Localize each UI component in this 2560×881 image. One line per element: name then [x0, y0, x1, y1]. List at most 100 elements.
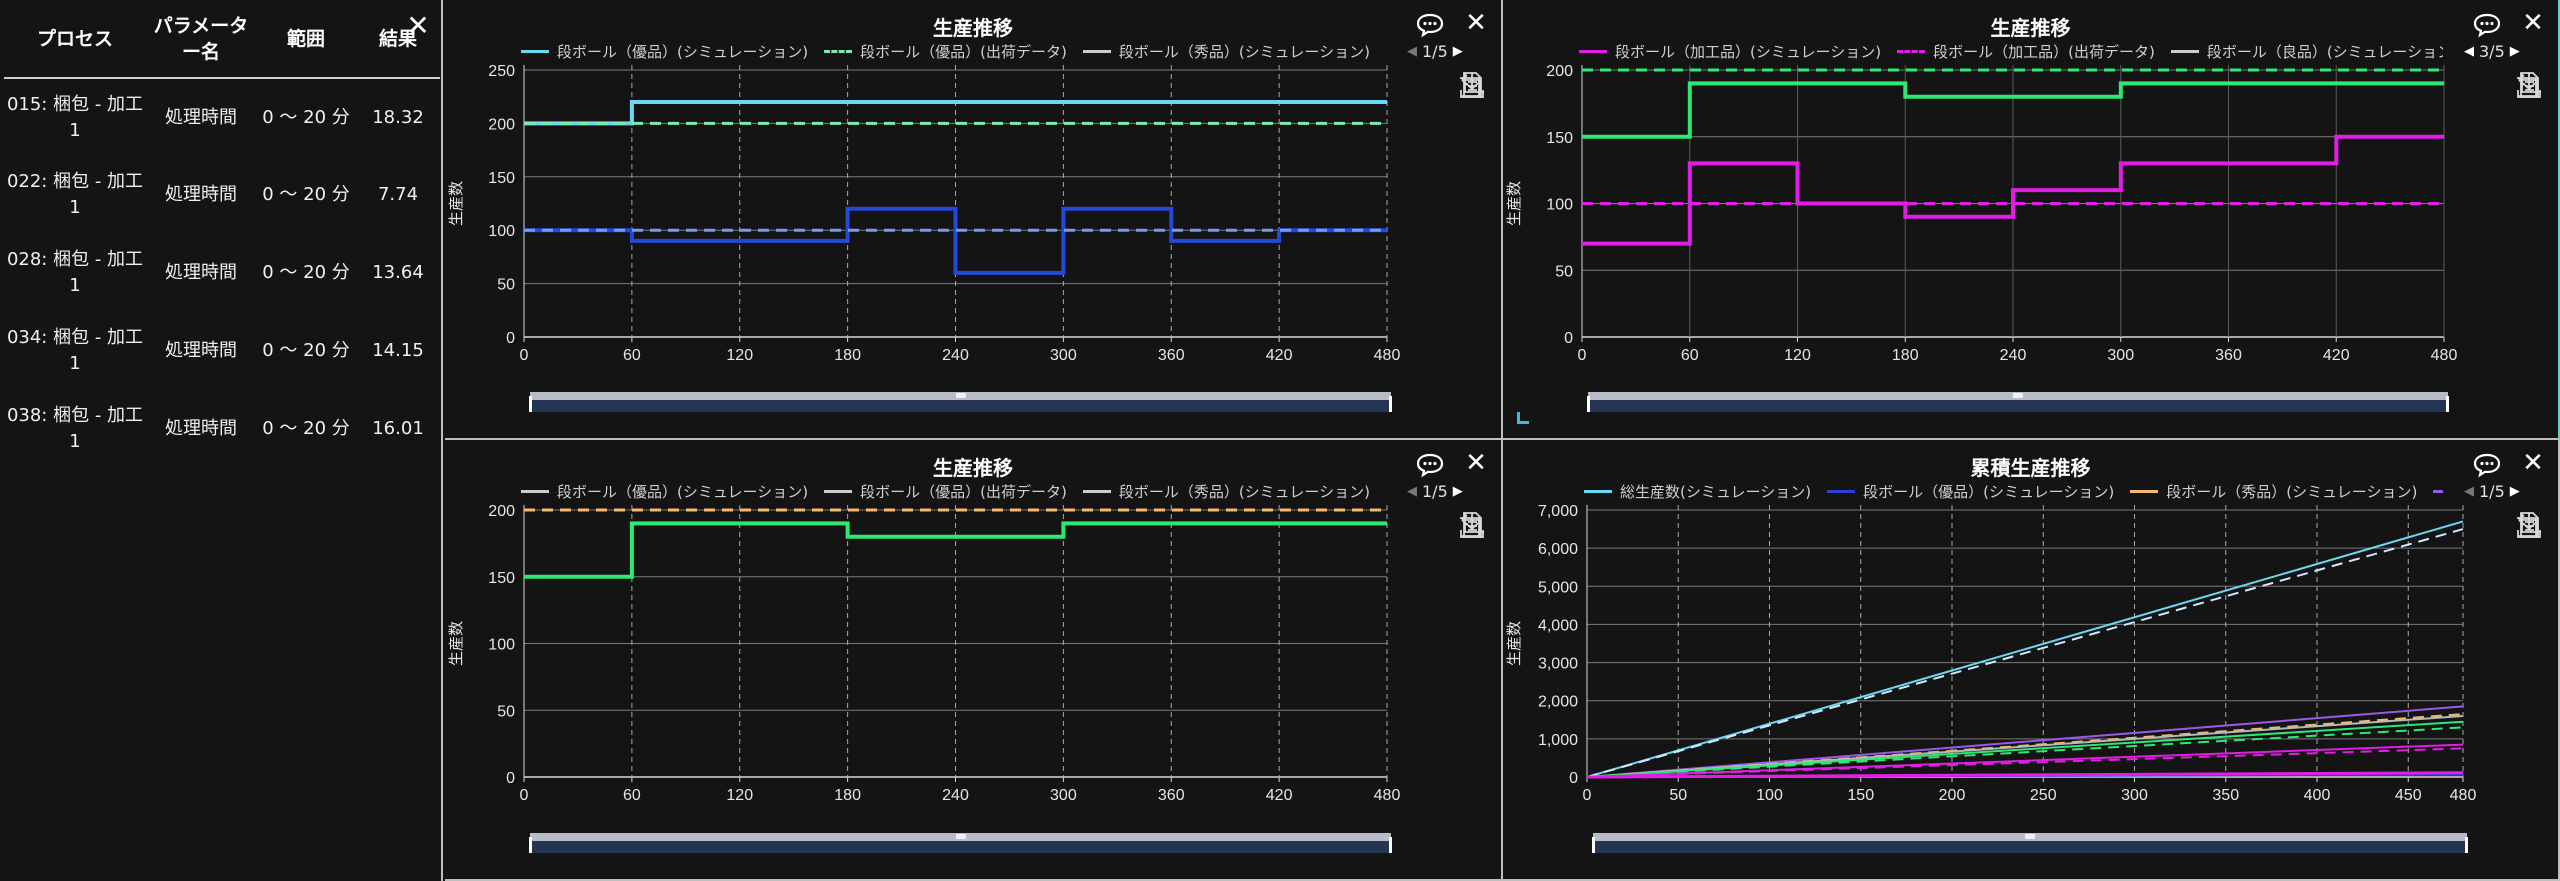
legend-next-icon[interactable]: ▶: [2509, 43, 2520, 59]
data-zoom-slider[interactable]: [529, 833, 1392, 853]
slider-grip-icon[interactable]: [955, 393, 966, 398]
y-tick-label: 0: [1564, 330, 1573, 347]
close-icon[interactable]: ✕: [2522, 448, 2544, 478]
slider-grip-icon[interactable]: [955, 834, 966, 839]
legend-next-icon[interactable]: ▶: [1452, 43, 1463, 59]
cell-process: 015: 梱包 - 加工1: [6, 93, 144, 141]
slider-end-handle[interactable]: [2446, 396, 2449, 412]
cell-range: 0 ～ 20 分: [262, 184, 350, 205]
legend-item[interactable]: 段ボール（秀品）(シミュレーション): [2130, 481, 2417, 502]
slider-start-handle[interactable]: [1587, 396, 1590, 412]
data-zoom-slider[interactable]: [529, 392, 1392, 412]
legend-item[interactable]: 段ボール（加工品）(シミュレーション): [1579, 41, 1881, 62]
legend-prev-icon[interactable]: ◀: [1407, 43, 1417, 59]
series-line: [1582, 81, 2444, 139]
y-tick-label: 100: [488, 637, 515, 654]
data-zoom-slider[interactable]: [1592, 833, 2468, 853]
slider-grip-icon[interactable]: [2013, 393, 2023, 398]
y-tick-label: 100: [488, 223, 515, 240]
zoom-reset-icon[interactable]: [1457, 74, 1487, 141]
slider-fill: [530, 841, 1391, 853]
series-line: [1586, 520, 2464, 778]
x-tick-label: 400: [2304, 787, 2331, 804]
legend-item[interactable]: 段ボール（優品）(出荷データ): [824, 481, 1067, 502]
series-line: [524, 206, 1387, 275]
legend-item[interactable]: 段ボール（優品）(シミュレーション): [521, 41, 808, 62]
download-icon[interactable]: [1457, 73, 1487, 223]
legend-swatch: [1584, 489, 1612, 493]
legend-item[interactable]: 段ボール（秀品）(シミュレーション): [1082, 481, 1370, 502]
zoom-reset-icon[interactable]: [1457, 514, 1487, 581]
x-tick-label: 350: [2212, 787, 2239, 804]
slider-start-handle[interactable]: [1592, 837, 1595, 853]
table-row[interactable]: 015: 梱包 - 加工1 処理時間 0 ～ 20 分 18.32: [4, 78, 440, 156]
data-view-icon[interactable]: [2514, 512, 2544, 622]
cell-range: 0 ～ 20 分: [262, 340, 350, 361]
slider-start-handle[interactable]: [529, 396, 532, 412]
table-row[interactable]: 022: 梱包 - 加工1 処理時間 0 ～ 20 分 7.74: [4, 156, 440, 234]
slider-end-handle[interactable]: [2465, 837, 2468, 853]
legend-item[interactable]: [2433, 489, 2443, 493]
table-row[interactable]: 034: 梱包 - 加工1 処理時間 0 ～ 20 分 14.15: [4, 312, 440, 390]
chart-plot: 0 50 100 150 200 250 0 60 120 180 240 300 360 420 480 生…: [447, 63, 1400, 364]
comment-icon[interactable]: [1415, 12, 1445, 38]
close-icon[interactable]: ✕: [406, 9, 430, 42]
download-icon[interactable]: [2514, 513, 2544, 663]
legend-item[interactable]: 段ボール（秀品）(シミュレーション): [1082, 41, 1370, 62]
chart-title: 生産推移: [933, 16, 1013, 40]
download-icon[interactable]: [1457, 513, 1487, 663]
resize-corner-icon[interactable]: [1517, 412, 1529, 424]
cell-process: 022: 梱包 - 加工1: [6, 171, 144, 218]
legend-next-icon[interactable]: ▶: [1452, 483, 1463, 499]
slider-end-handle[interactable]: [1389, 396, 1392, 412]
legend-item[interactable]: 段ボール（優品）(シミュレーション): [1827, 481, 2114, 502]
legend-item[interactable]: 段ボール（加工品）(出荷データ): [1897, 41, 2155, 62]
cell-parameter-name: 処理時間: [165, 340, 237, 361]
y-tick-label: 2,000: [1538, 694, 1578, 711]
chart-plot: 0 50 100 150 200 0 60 120 180 240 300 360 420 480 生産数: [1505, 63, 2457, 364]
legend-swatch: [1827, 489, 1856, 493]
legend-swatch: [521, 489, 549, 493]
close-icon[interactable]: ✕: [1465, 448, 1487, 478]
column-header-process: プロセス: [4, 0, 146, 79]
close-icon[interactable]: ✕: [2522, 8, 2544, 38]
legend-next-icon[interactable]: ▶: [2509, 483, 2520, 499]
legend-swatch: [521, 49, 549, 53]
x-tick-label: 360: [2215, 347, 2242, 364]
x-tick-label: 0: [1583, 787, 1592, 804]
slider-grip-icon[interactable]: [2025, 834, 2035, 839]
legend-item[interactable]: 総生産数(シミュレーション): [1584, 481, 1811, 502]
slider-end-handle[interactable]: [1389, 837, 1392, 853]
legend-prev-icon[interactable]: ◀: [2464, 483, 2474, 499]
y-tick-label: 200: [488, 116, 515, 133]
comment-icon[interactable]: [2472, 12, 2502, 38]
table-row[interactable]: 038: 梱包 - 加工1 処理時間 0 ～ 20 分 16.01: [4, 390, 440, 468]
download-icon[interactable]: [2514, 73, 2544, 223]
x-tick-label: 180: [834, 347, 861, 364]
legend-prev-icon[interactable]: ◀: [2464, 43, 2474, 59]
x-tick-label: 120: [1784, 347, 1811, 364]
y-tick-label: 200: [488, 503, 515, 520]
zoom-reset-icon[interactable]: [2514, 74, 2544, 141]
data-view-icon[interactable]: [1457, 72, 1487, 182]
comment-icon[interactable]: [1415, 452, 1445, 478]
table-row[interactable]: 028: 梱包 - 加工1 処理時間 0 ～ 20 分 13.64: [4, 234, 440, 312]
data-view-icon[interactable]: [2514, 72, 2544, 182]
legend-item[interactable]: 段ボール（優品）(出荷データ): [824, 41, 1067, 62]
slider-fill: [1588, 400, 2448, 412]
close-icon[interactable]: ✕: [1465, 8, 1487, 38]
slider-start-handle[interactable]: [529, 837, 532, 853]
legend-prev-icon[interactable]: ◀: [1407, 483, 1417, 499]
comment-icon[interactable]: [2472, 452, 2502, 478]
data-zoom-slider[interactable]: [1587, 392, 2449, 412]
legend-item[interactable]: 段ボール（良品）(シミュレーション): [2170, 41, 2443, 62]
zoom-reset-icon[interactable]: [2514, 514, 2544, 581]
legend-swatch: [2433, 489, 2443, 493]
y-tick-label: 50: [1555, 263, 1573, 280]
legend-swatch: [824, 489, 853, 493]
data-view-icon[interactable]: [1457, 512, 1487, 622]
cell-result: 14.15: [372, 340, 424, 361]
x-tick-label: 150: [1847, 787, 1874, 804]
y-tick-label: 4,000: [1538, 617, 1578, 634]
legend-item[interactable]: 段ボール（優品）(シミュレーション): [521, 481, 808, 502]
